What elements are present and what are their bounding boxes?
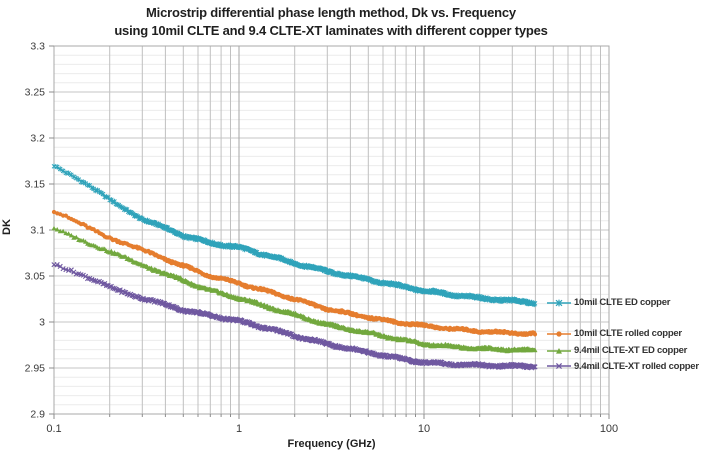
h-minor-gridlines [54,54,609,406]
gridlines [54,46,609,414]
axis-ticks [49,45,610,419]
legend-label: 10mil CLTE rolled copper [574,328,682,340]
legend-label: 9.4mil CLTE-XT rolled copper [574,360,699,372]
y-tick-label: 3.25 [25,87,46,99]
legend-marker-asterisk-icon [547,299,571,307]
chart-title-line2: using 10mil CLTE and 9.4 CLTE-XT laminat… [114,23,548,38]
legend-entry-0: 10mil CLTE ED copper [546,297,670,309]
legend-entry-2: 9.4mil CLTE-XT ED copper [546,345,687,357]
y-tick-label: 3.15 [25,179,46,191]
y-tick-label: 3.2 [30,133,45,145]
x-tick-label: 1 [236,423,242,435]
legend-label: 9.4mil CLTE-XT ED copper [574,345,688,357]
chart-title-line1: Microstrip differential phase length met… [146,5,516,20]
series-line-0 [53,165,535,305]
series-markers-3 [51,262,538,371]
y-tick-label: 3 [39,317,45,329]
legend-entry-3: 9.4mil CLTE-XT rolled copper [546,360,699,372]
y-tick-label: 2.9 [30,409,45,421]
y-tick-label: 3.05 [25,271,46,283]
x-tick-label: 0.1 [46,423,61,435]
legend-marker-circle-icon [547,331,571,337]
chart-title: Microstrip differential phase length met… [0,4,662,40]
legend-marker-x-icon [547,363,571,370]
v-major-gridlines [238,46,425,414]
y-tick-label: 3.3 [30,41,45,53]
x-tick-label: 100 [600,423,618,435]
series-markers-0 [51,163,538,308]
y-tick-label: 3.1 [30,225,45,237]
x-tick-label: 10 [418,423,430,435]
x-axis-title: Frequency (GHz) [287,438,376,450]
legend-marker-triangle-icon [547,347,571,354]
legend-label: 10mil CLTE ED copper [574,297,671,309]
legend-entry-1: 10mil CLTE rolled copper [546,328,682,340]
y-tick-label: 2.95 [25,363,46,375]
